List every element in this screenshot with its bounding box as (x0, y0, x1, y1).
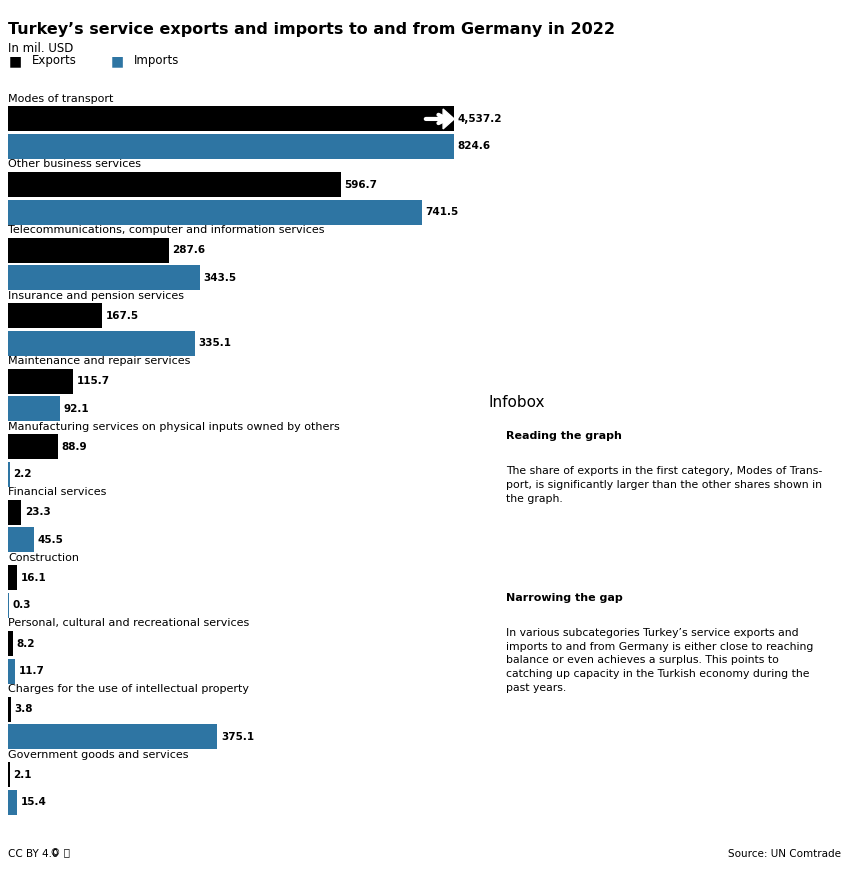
Text: © ⓘ: © ⓘ (47, 848, 70, 859)
Text: Manufacturing services on physical inputs owned by others: Manufacturing services on physical input… (8, 421, 340, 432)
Bar (8, 566, 18, 590)
Text: Turkey’s service exports and imports to and from Germany in 2022: Turkey’s service exports and imports to … (8, 22, 616, 36)
Text: 287.6: 287.6 (172, 245, 205, 255)
Text: Exports: Exports (32, 55, 77, 67)
Text: Reading the graph: Reading the graph (505, 431, 621, 441)
Bar (8, 762, 9, 787)
Text: Telecommunications, computer and information services: Telecommunications, computer and informa… (8, 225, 325, 235)
Text: Government goods and services: Government goods and services (8, 750, 189, 760)
Text: Modes of transport: Modes of transport (8, 94, 114, 104)
Text: In mil. USD: In mil. USD (8, 42, 74, 55)
Bar (8, 631, 13, 656)
Text: 2.1: 2.1 (14, 770, 31, 779)
Text: Financial services: Financial services (8, 488, 107, 497)
Text: Personal, cultural and recreational services: Personal, cultural and recreational serv… (8, 619, 250, 628)
Bar (8, 724, 217, 749)
Text: 88.9: 88.9 (62, 441, 87, 452)
Text: 15.4: 15.4 (20, 797, 47, 807)
Text: 4,537.2: 4,537.2 (458, 114, 503, 124)
Text: 23.3: 23.3 (25, 507, 51, 517)
Bar (8, 331, 195, 355)
Bar (8, 790, 17, 814)
Text: ■: ■ (110, 54, 123, 68)
Text: 741.5: 741.5 (425, 207, 458, 217)
Text: 16.1: 16.1 (21, 573, 47, 583)
Text: Narrowing the gap: Narrowing the gap (505, 593, 622, 603)
Text: In various subcategories Turkey’s service exports and
imports to and from German: In various subcategories Turkey’s servic… (505, 628, 813, 693)
Bar (8, 107, 454, 131)
Text: ■: ■ (8, 54, 21, 68)
Text: 11.7: 11.7 (19, 666, 44, 676)
Bar (8, 527, 34, 553)
Bar (8, 396, 59, 421)
Text: 45.5: 45.5 (37, 535, 64, 545)
Text: 0.3: 0.3 (12, 600, 31, 611)
Bar (8, 172, 341, 197)
Text: Maintenance and repair services: Maintenance and repair services (8, 356, 191, 366)
Text: Infobox: Infobox (488, 395, 545, 410)
Text: Charges for the use of intellectual property: Charges for the use of intellectual prop… (8, 684, 250, 694)
Bar (8, 200, 422, 224)
Text: 2.2: 2.2 (14, 469, 31, 480)
Bar (8, 134, 454, 159)
Bar (8, 434, 58, 459)
Bar (8, 462, 9, 487)
Text: 8.2: 8.2 (17, 639, 35, 648)
Text: 167.5: 167.5 (105, 310, 138, 321)
Polygon shape (443, 109, 454, 129)
Text: Insurance and pension services: Insurance and pension services (8, 290, 184, 301)
Text: Imports: Imports (134, 55, 179, 67)
Text: 824.6: 824.6 (458, 142, 491, 151)
Text: 115.7: 115.7 (76, 376, 110, 386)
Text: 335.1: 335.1 (199, 338, 232, 348)
Bar (8, 368, 73, 394)
Text: 375.1: 375.1 (221, 732, 254, 741)
Text: 92.1: 92.1 (64, 404, 89, 414)
Bar (8, 500, 21, 525)
Bar (8, 265, 200, 290)
Bar (8, 303, 102, 328)
Text: 343.5: 343.5 (204, 273, 237, 282)
Text: Construction: Construction (8, 553, 80, 563)
Text: The share of exports in the first category, Modes of Trans-
port, is significant: The share of exports in the first catego… (505, 467, 822, 504)
Bar (8, 659, 15, 684)
Bar (8, 237, 169, 262)
Text: CC BY 4.0: CC BY 4.0 (8, 848, 59, 859)
Text: 596.7: 596.7 (345, 180, 378, 189)
Text: Other business services: Other business services (8, 159, 142, 169)
Bar (8, 697, 10, 721)
Text: 3.8: 3.8 (14, 704, 32, 714)
Text: Source: UN Comtrade: Source: UN Comtrade (728, 848, 841, 859)
